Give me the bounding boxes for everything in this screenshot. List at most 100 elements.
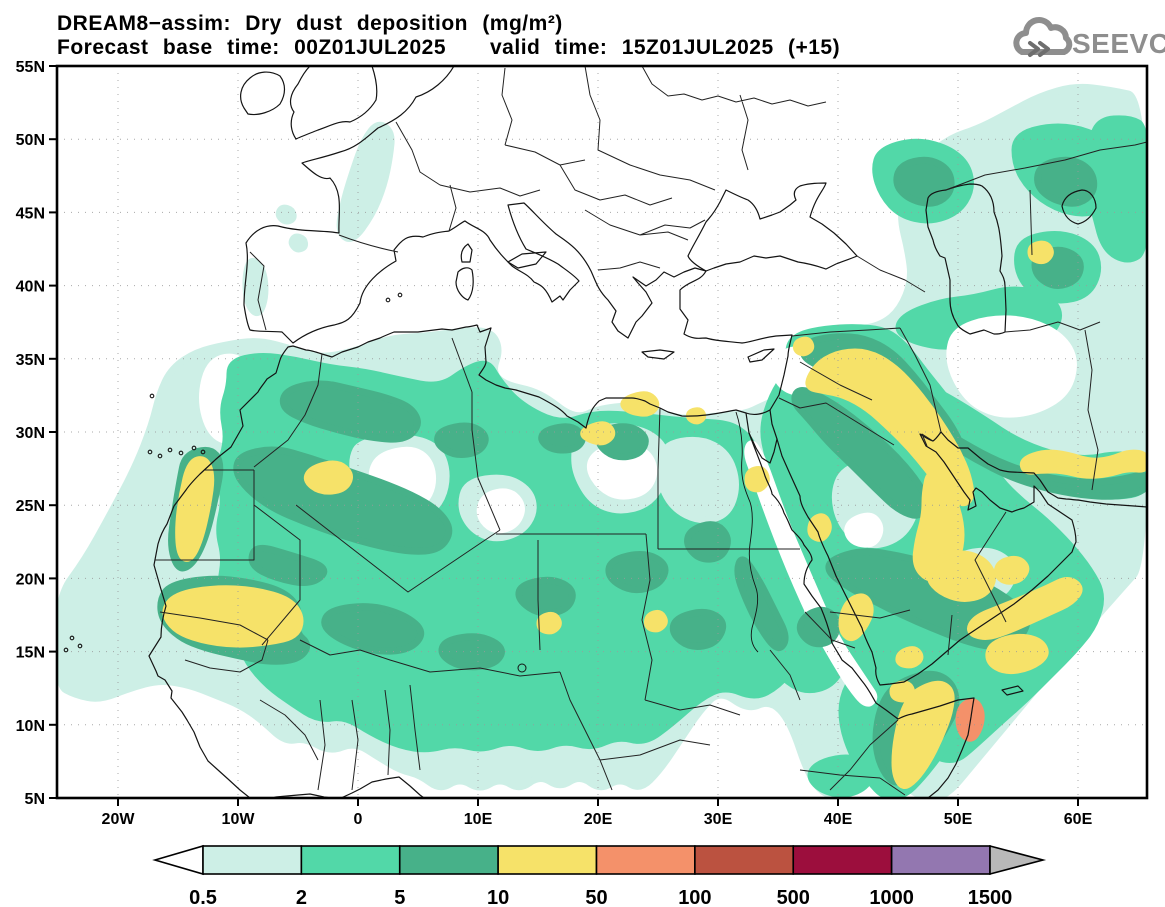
lat-label-50N: 50N — [16, 132, 45, 149]
coastline — [270, 776, 426, 798]
country-border — [778, 141, 1147, 656]
island — [69, 635, 75, 641]
dust-contour-field — [57, 83, 1147, 798]
coastline — [940, 431, 1147, 508]
contour-level-5 — [434, 422, 489, 458]
lat-label-30N: 30N — [16, 425, 45, 442]
contour-level-10 — [985, 633, 1049, 675]
contour-level-2-ne-edge — [1085, 115, 1147, 263]
lon-label-10E: 10E — [464, 811, 493, 828]
map-frame — [49, 64, 1149, 806]
coastline — [460, 243, 473, 263]
contour-level-5 — [605, 550, 669, 594]
contour-level-5 — [538, 423, 586, 454]
lon-label-0: 0 — [354, 811, 363, 828]
coastline — [1061, 189, 1097, 225]
lat-label-55N: 55N — [16, 59, 45, 76]
seevccc-logo: SEEVCCC — [1013, 17, 1165, 59]
contour-level-10 — [895, 646, 924, 669]
colorbar: 0.5 2 5 10 50 100 500 1000 1500 — [152, 844, 1047, 907]
coastline — [455, 267, 474, 301]
nile-river — [735, 411, 759, 653]
coastline — [1001, 685, 1024, 696]
contour-level-10-saudi — [926, 550, 996, 602]
colorbar-label-10: 10 — [487, 887, 509, 907]
contour-level-10-mauritania — [162, 585, 304, 648]
coastline — [507, 251, 547, 269]
contour-level-5-iraq-sw — [791, 387, 930, 519]
colorbar-label-2: 2 — [296, 887, 307, 907]
contour-gap-red-sea — [744, 440, 878, 707]
lat-label-35N: 35N — [16, 352, 45, 369]
lon-label-40E: 40E — [824, 811, 853, 828]
contour-level-5 — [893, 156, 955, 207]
lon-label-50E: 50E — [944, 811, 973, 828]
page-title: DREAM8−assim: Dry dust deposition (mg/m²… — [57, 12, 563, 35]
contour-level-0.5-france — [336, 121, 395, 242]
island — [191, 445, 197, 451]
country-border — [155, 337, 906, 796]
colorbar-cell-7 — [890, 845, 991, 875]
contour-gap-ne-iran — [946, 315, 1077, 418]
colorbar-cell-1 — [300, 845, 401, 875]
contour-level-5 — [669, 608, 727, 650]
island — [200, 449, 206, 455]
colorbar-cell-5 — [694, 845, 795, 875]
contour-level-5 — [438, 633, 505, 671]
contour-level-10 — [580, 421, 616, 446]
lat-label-15N: 15N — [16, 645, 45, 662]
island — [149, 393, 155, 399]
lon-label-30E: 30E — [704, 811, 733, 828]
contour-level-10 — [807, 513, 832, 542]
contour-level-10 — [620, 391, 660, 417]
lat-label-40N: 40N — [16, 279, 45, 296]
colorbar-cell-0 — [202, 845, 303, 875]
coastline — [776, 438, 873, 653]
coastlines-and-borders — [63, 66, 1147, 798]
contour-level-10 — [643, 609, 668, 633]
contour-gap — [656, 436, 739, 524]
colorbar-cell-4 — [595, 845, 696, 875]
colorbar-arrow-left — [152, 844, 204, 876]
contour-gap — [844, 512, 884, 548]
island — [397, 292, 403, 298]
colorbar-label-0.5: 0.5 — [189, 887, 217, 907]
lat-label-45N: 45N — [16, 205, 45, 222]
contour-level-5 — [684, 521, 731, 563]
colorbar-label-100: 100 — [678, 887, 711, 907]
forecast-base-time: Forecast base time: 00Z01JUL2025 — [57, 36, 446, 59]
contour-gap — [476, 488, 525, 534]
lon-label-20W: 20W — [102, 811, 136, 828]
lon-label-60E: 60E — [1064, 811, 1093, 828]
coastline — [925, 183, 1007, 335]
colorbar-arrow-right — [989, 844, 1047, 876]
axis-labels: 55N 50N 45N 40N 35N 30N 25N 20N 15N 10N 5N 20W 10W 0 1… — [16, 59, 1093, 828]
logo-text: SEEVCCC — [1072, 28, 1165, 59]
island — [77, 643, 83, 649]
contour-level-5 — [233, 446, 453, 555]
contour-level-10-iran-coast — [1019, 449, 1147, 479]
lon-label-10W: 10W — [222, 811, 256, 828]
lat-label-25N: 25N — [16, 498, 45, 515]
lake-chad — [517, 663, 527, 673]
colorbar-label-1000: 1000 — [869, 887, 914, 907]
contour-level-10 — [303, 460, 353, 495]
contour-level-0.5-portugal — [242, 258, 269, 317]
contour-level-10-caspian — [1027, 240, 1054, 265]
lon-label-20E: 20E — [584, 811, 613, 828]
island — [147, 449, 153, 455]
country-border — [249, 66, 827, 331]
colorbar-label-50: 50 — [585, 887, 607, 907]
contour-level-5 — [279, 380, 421, 443]
contour-level-5 — [515, 576, 576, 617]
coastline — [243, 66, 707, 344]
colorbar-cell-6 — [792, 845, 893, 875]
colorbar-label-1500: 1500 — [968, 887, 1013, 907]
coastline — [148, 270, 793, 798]
contour-level-5 — [1034, 156, 1098, 207]
contour-level-5 — [734, 556, 789, 652]
contour-level-5 — [321, 603, 425, 655]
contour-level-10 — [792, 336, 815, 357]
coastline — [687, 182, 858, 272]
